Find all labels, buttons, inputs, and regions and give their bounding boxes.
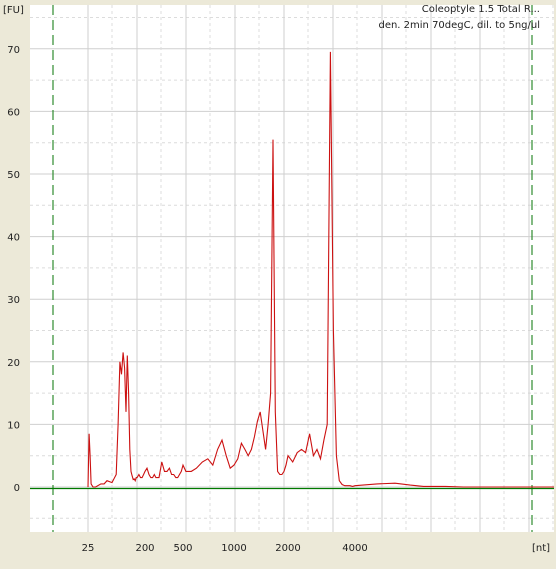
y-tick-label: 0 [14,483,20,494]
y-tick-label: 50 [7,170,20,181]
chart-title: Coleoptyle 1.5 Total R... [422,4,540,15]
axis-ticks: 0 10 20 30 40 50 60 70 25 200 500 1000 2000 4000 [7,45,367,554]
x-axis-label: [nt] [532,543,550,554]
y-tick-label: 30 [7,295,20,306]
y-tick-label: 10 [7,420,20,431]
x-tick-label: 200 [135,543,154,554]
x-tick-label: 25 [82,543,95,554]
x-tick-label: 4000 [342,543,367,554]
x-tick-label: 500 [173,543,192,554]
y-tick-label: 40 [7,233,20,244]
y-tick-label: 60 [7,107,20,118]
x-tick-label: 2000 [275,543,300,554]
y-axis-label: [FU] [3,5,24,16]
chart-subtitle: den. 2min 70degC, dil. to 5ng/ul [378,20,540,31]
plot-area [30,5,554,532]
trace-line [87,51,554,488]
x-tick-label: 1000 [221,543,246,554]
y-tick-label: 70 [7,45,20,56]
y-tick-label: 20 [7,358,20,369]
